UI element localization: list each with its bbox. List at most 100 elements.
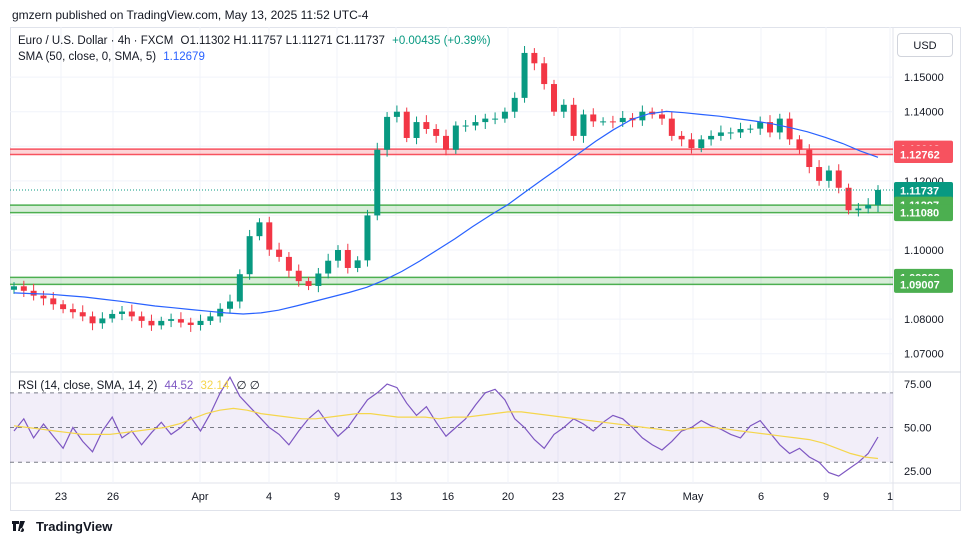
time-tick-label: 4 <box>266 491 272 503</box>
time-tick-label: 26 <box>107 491 119 503</box>
candle-body <box>344 249 351 268</box>
resistance-zone-fill <box>10 149 893 155</box>
candle-body <box>717 132 724 136</box>
price-label-box <box>894 275 953 293</box>
time-axis: 23 26 Apr 4 9 13 16 20 23 27 May 6 9 1 <box>55 491 893 503</box>
candle-body <box>472 122 479 126</box>
candle-body <box>109 313 116 319</box>
candle-body <box>835 170 842 188</box>
candle-body <box>40 295 47 299</box>
candle-body <box>855 208 862 211</box>
change-value: +0.00435 (+0.39%) <box>392 35 491 47</box>
candle-body <box>845 187 852 211</box>
candle-body <box>825 170 832 181</box>
candle-body <box>865 205 872 209</box>
candle-body <box>698 139 705 149</box>
candle-body <box>128 311 135 317</box>
candle-body <box>452 125 459 150</box>
price-tick-label: 1.15000 <box>904 72 944 84</box>
candle-body <box>600 121 607 123</box>
candle-body <box>796 139 803 150</box>
sma-value: 1.12679 <box>163 51 205 63</box>
rsi-ma-line <box>13 407 879 460</box>
rsi-line <box>13 375 879 477</box>
candle-body <box>393 111 400 117</box>
time-tick-label: May <box>683 491 704 503</box>
candlestick-series <box>11 46 881 332</box>
price-labels: 1.129181.127621.1173701:07:221.112971.11… <box>894 140 953 293</box>
candle-body <box>688 139 695 149</box>
candle-body <box>227 301 233 309</box>
time-tick-label: Apr <box>191 491 208 503</box>
candle-body <box>11 286 17 290</box>
time-tick-label: 27 <box>614 491 626 503</box>
price-label-text: 1.12762 <box>900 150 940 162</box>
candle-body <box>60 304 67 310</box>
time-tick-label: 23 <box>552 491 564 503</box>
candle-body <box>668 118 675 136</box>
price-tick-label: 1.10000 <box>904 245 944 257</box>
candle-body <box>119 311 125 314</box>
ohlc-values: O1.11302 H1.11757 L1.11271 C1.11737 <box>180 35 385 47</box>
candle-body <box>531 52 538 64</box>
candle-body <box>246 236 253 275</box>
sma-line <box>13 110 879 315</box>
rsi-tick-label: 25.00 <box>904 466 932 478</box>
candle-body <box>737 128 744 133</box>
candle-body <box>501 111 508 119</box>
candle-body <box>285 256 292 271</box>
sma-legend[interactable]: SMA (50, close, 0, SMA, 5) 1.12679 <box>18 51 205 63</box>
price-tick-label: 1.08000 <box>904 314 944 326</box>
candle-body <box>256 222 263 237</box>
candle-body <box>276 249 283 257</box>
candle-body <box>374 149 381 216</box>
candle-body <box>354 260 361 268</box>
rsi-legend[interactable]: RSI (14, close, SMA, 14, 2) 44.52 32.14 … <box>18 378 260 392</box>
candle-body <box>619 117 626 123</box>
candle-body <box>521 52 528 98</box>
candle-body <box>875 189 881 206</box>
candle-body <box>492 118 499 120</box>
time-tick-label: 9 <box>823 491 829 503</box>
candle-body <box>305 281 312 286</box>
time-tick-label: 1 <box>887 491 893 503</box>
candle-body <box>69 309 76 313</box>
support-zone-lower-fill <box>10 277 893 285</box>
candle-body <box>99 318 106 324</box>
candle-body <box>462 125 469 127</box>
candle-body <box>177 319 184 323</box>
rsi-value: 44.52 <box>164 380 194 392</box>
candle-body <box>443 135 449 150</box>
candle-body <box>659 114 665 119</box>
candle-body <box>609 121 616 123</box>
candle-body <box>747 128 754 130</box>
time-tick-label: 20 <box>502 491 514 503</box>
rsi-tick-label: 75.00 <box>904 379 932 391</box>
time-tick-label: 13 <box>390 491 402 503</box>
rsi-tick-label: 50.00 <box>904 423 932 435</box>
price-label-box <box>894 204 953 222</box>
candle-body <box>197 320 204 326</box>
candle-body <box>315 273 322 286</box>
candle-body <box>295 270 302 282</box>
candle-body <box>423 122 430 129</box>
symbol-legend[interactable]: Euro / U.S. Dollar · 4h · FXCM O1.11302 … <box>18 35 491 47</box>
candle-body <box>511 97 518 112</box>
main-pane-border <box>10 27 961 511</box>
tradingview-footer[interactable]: TradingView <box>12 519 112 534</box>
candle-body <box>757 122 764 129</box>
candle-body <box>148 320 155 326</box>
candle-body <box>708 135 715 140</box>
candle-body <box>325 260 332 274</box>
support-resistance-zones <box>10 148 893 286</box>
candle-body <box>20 286 27 291</box>
currency-selector[interactable]: USD <box>897 33 953 57</box>
price-tick-label: 1.14000 <box>904 107 944 119</box>
candle-body <box>570 104 577 136</box>
time-tick-label: 16 <box>442 491 454 503</box>
candle-body <box>50 298 57 305</box>
footer-brand: TradingView <box>36 519 113 534</box>
price-label-text: 1.11080 <box>900 208 939 220</box>
candle-body <box>266 222 273 250</box>
